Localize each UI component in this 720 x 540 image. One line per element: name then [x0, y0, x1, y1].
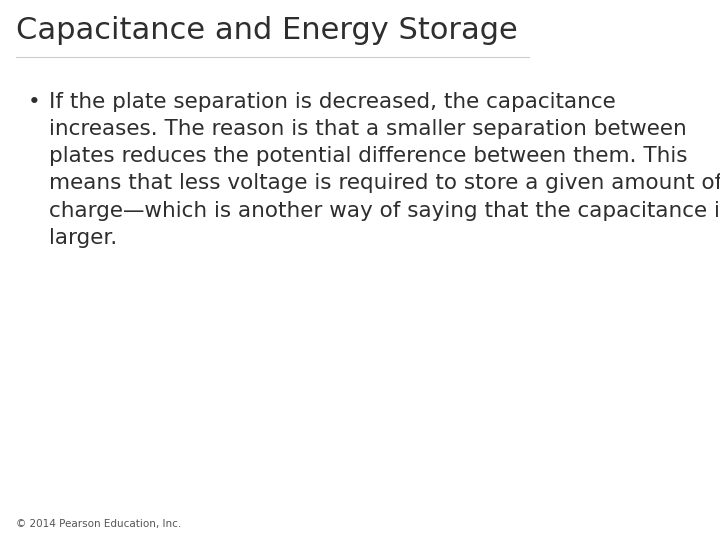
- Text: Capacitance and Energy Storage: Capacitance and Energy Storage: [17, 16, 518, 45]
- Text: •: •: [27, 92, 40, 112]
- Text: © 2014 Pearson Education, Inc.: © 2014 Pearson Education, Inc.: [17, 519, 181, 529]
- Text: If the plate separation is decreased, the capacitance
increases. The reason is t: If the plate separation is decreased, th…: [49, 92, 720, 248]
